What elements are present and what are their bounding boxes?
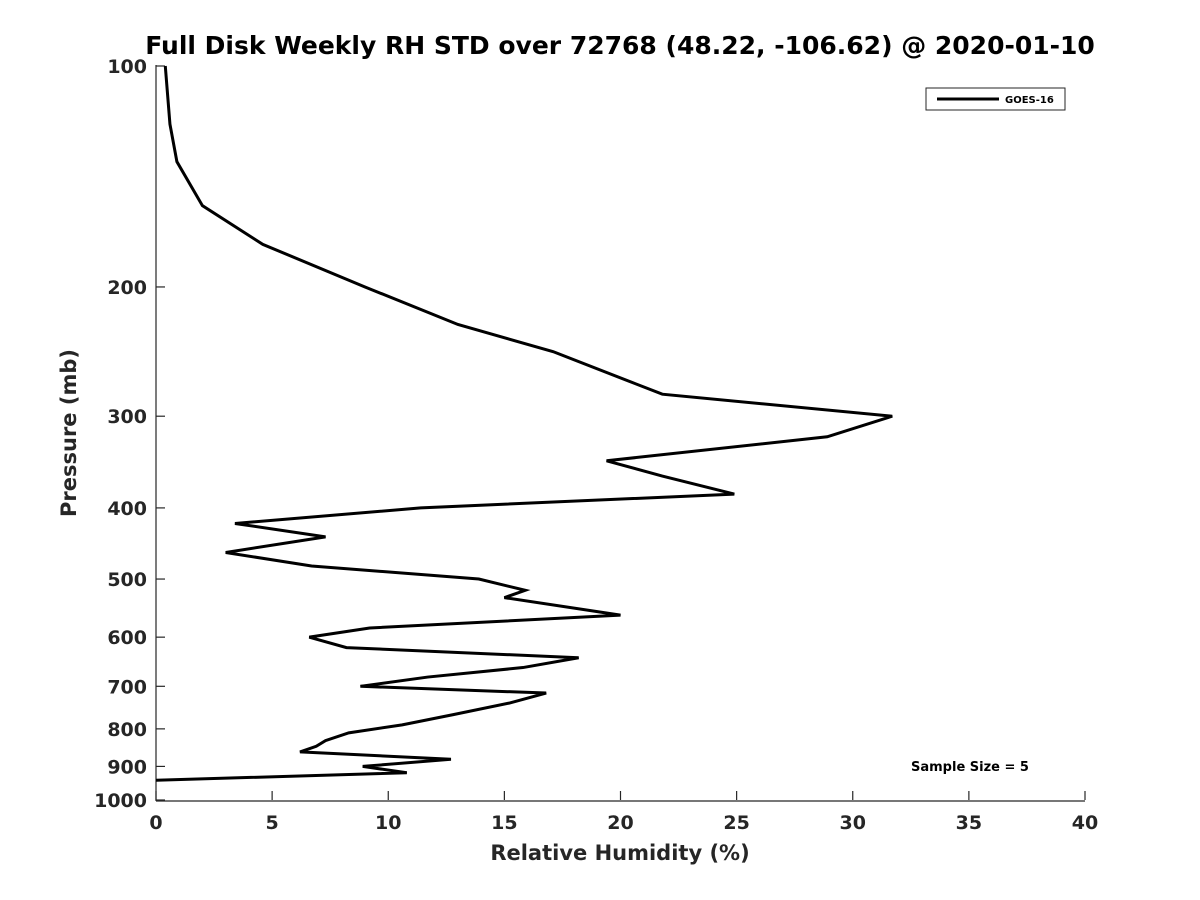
x-tick-label: 25 (723, 812, 749, 834)
x-tick-label: 5 (266, 812, 279, 834)
legend: GOES-16 (925, 87, 1066, 111)
series-group (155, 65, 893, 782)
y-axis: 100 200 300 400 500 600 700 800 900 1000 (94, 56, 165, 812)
legend-entry-label: GOES-16 (1005, 95, 1054, 106)
x-tick-label: 0 (149, 812, 162, 834)
chart-title: Full Disk Weekly RH STD over 72768 (48.2… (145, 31, 1095, 60)
x-axis-label: Relative Humidity (%) (490, 841, 749, 865)
y-tick-label: 200 (107, 277, 147, 299)
y-axis-label: Pressure (mb) (57, 349, 81, 517)
y-tick-group: 100 200 300 400 500 600 700 800 900 1000 (94, 56, 165, 812)
y-tick-label: 100 (107, 56, 147, 78)
x-tick-label: 40 (1072, 812, 1098, 834)
x-tick-group: 0 5 10 15 20 25 30 35 40 (149, 791, 1098, 834)
sample-size-annotation: Sample Size = 5 (911, 760, 1029, 775)
series-line-goes-16 (155, 65, 893, 782)
y-tick-label: 700 (107, 676, 147, 698)
x-tick-label: 15 (491, 812, 517, 834)
y-tick-label: 400 (107, 498, 147, 520)
y-tick-label: 1000 (94, 790, 147, 812)
y-tick-label: 900 (107, 756, 147, 778)
y-tick-label: 800 (107, 719, 147, 741)
x-tick-label: 10 (375, 812, 401, 834)
y-tick-label: 300 (107, 406, 147, 428)
x-tick-label: 30 (840, 812, 866, 834)
x-tick-label: 35 (956, 812, 982, 834)
y-tick-label: 600 (107, 627, 147, 649)
y-tick-label: 500 (107, 569, 147, 591)
x-axis: 0 5 10 15 20 25 30 35 40 (149, 791, 1098, 834)
x-tick-label: 20 (607, 812, 633, 834)
